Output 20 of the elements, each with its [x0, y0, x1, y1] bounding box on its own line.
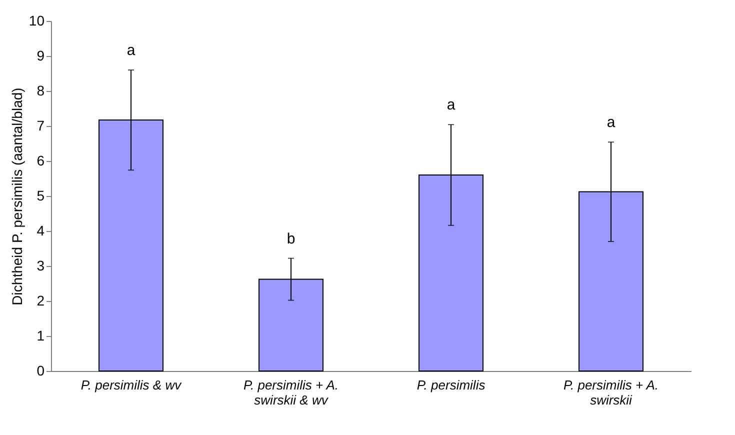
- y-tick-label: 7: [36, 118, 45, 134]
- y-tick-label: 5: [36, 188, 45, 204]
- x-tick-label: P. persimilis & wv: [80, 378, 183, 392]
- y-tick-label: 8: [36, 82, 45, 98]
- y-tick-label: 6: [36, 152, 45, 168]
- annotation: a: [606, 114, 616, 132]
- annotation: b: [286, 230, 296, 248]
- y-axis-title: Dichtheid P. persimilis (aantal/blad): [8, 88, 25, 306]
- y-tick-label: 0: [36, 362, 45, 378]
- y-tick-label: 10: [28, 12, 45, 28]
- y-tick-label: 4: [36, 222, 45, 238]
- annotation: a: [446, 96, 456, 114]
- y-tick-label: 1: [36, 328, 45, 344]
- x-tick-label: P. persimilis + A. swirskii: [563, 378, 659, 408]
- y-tick-label: 9: [36, 48, 45, 64]
- x-tick-label: P. persimilis + A. swirskii & wv: [243, 378, 339, 408]
- x-tick-label: P. persimilis: [416, 378, 486, 392]
- annotation: a: [126, 42, 136, 59]
- y-tick-label: 3: [36, 258, 45, 274]
- y-tick-label: 2: [36, 292, 45, 308]
